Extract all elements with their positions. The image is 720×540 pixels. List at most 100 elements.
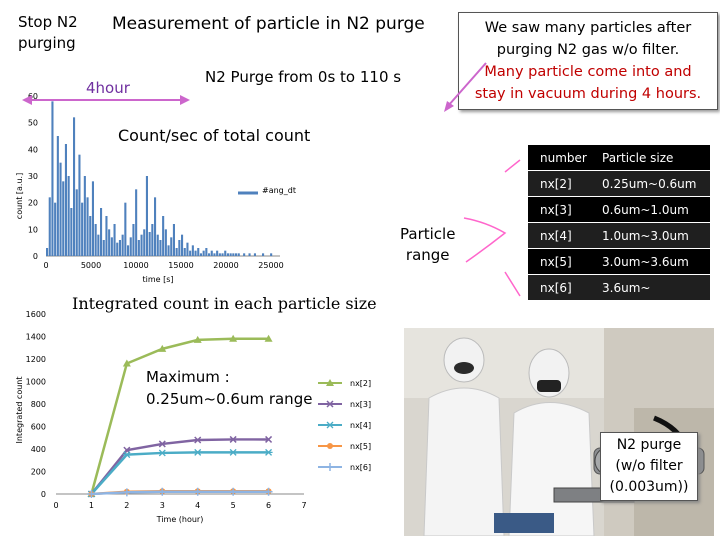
histogram-bar (108, 229, 111, 256)
particle-size-table: number Particle size nx[2] 0.25um~0.6um … (528, 145, 710, 301)
series-marker (193, 448, 202, 456)
histogram-x-tick-label: 10000 (123, 261, 148, 270)
histogram-bar (164, 229, 167, 256)
histogram-bar (148, 232, 151, 256)
histogram-bar (189, 250, 192, 256)
note-pointer-head (444, 101, 454, 112)
particle-range-line2: range (405, 246, 450, 264)
series-marker (264, 487, 273, 496)
histogram-bar (232, 253, 235, 256)
line-chart-axes: 0 200 400 600 800 1000 1200 1400 1600 0 1 2 3 4 5 6 7 Tim… (15, 310, 307, 524)
particle-range-line1: Particle (400, 225, 456, 243)
line-y-tick-label: 400 (31, 445, 46, 454)
maximum-line1: Maximum : (146, 368, 230, 386)
histogram-y-tick-label: 60 (28, 92, 38, 101)
line-x-tick-label: 0 (53, 501, 58, 510)
series-marker (229, 448, 238, 456)
histogram-bar (151, 224, 154, 256)
line-x-tick-label: 2 (124, 501, 129, 510)
series-line-nx[2] (90, 337, 269, 495)
histogram-bar (89, 216, 92, 256)
series-marker (229, 487, 238, 496)
histogram-bar (137, 240, 140, 256)
histogram-x-tick-label: 0 (43, 261, 48, 270)
four-hour-arrow-head (180, 95, 190, 105)
table-row: nx[5] 3.0um~3.6um (528, 248, 710, 275)
histogram-x-axis-label: time [s] (142, 275, 173, 284)
histogram-bar (51, 101, 54, 256)
histogram-bar (145, 176, 148, 256)
histogram-bar (48, 197, 51, 256)
legend-label: nx[5] (350, 442, 371, 451)
purge-duration-label: N2 Purge from 0s to 110 s (205, 68, 402, 86)
line-y-tick-label: 200 (31, 468, 46, 477)
histogram-bar (224, 250, 227, 256)
histogram-bar (270, 253, 273, 256)
table-cell: 3.6um~ (590, 274, 710, 301)
histogram-bar (183, 248, 186, 256)
line-y-tick-label: 0 (41, 490, 46, 499)
table-cell: 0.6um~1.0um (590, 196, 710, 223)
table-cell: 3.0um~3.6um (590, 248, 710, 275)
histogram-bar (83, 176, 86, 256)
histogram-bar (170, 237, 173, 256)
note-line3: Many particle come into and (484, 64, 692, 80)
series-marker (326, 421, 334, 429)
note-line2: purging N2 gas w/o filter. (496, 42, 680, 58)
series-marker (194, 436, 202, 444)
table-cell: nx[3] (528, 196, 590, 223)
series-line-nx[4] (90, 451, 269, 495)
table-cell: nx[2] (528, 170, 590, 197)
four-hour-label: 4hour (86, 79, 130, 97)
histogram-bar (64, 144, 67, 256)
table-row: nx[3] 0.6um~1.0um (528, 196, 710, 223)
series-marker (265, 435, 273, 443)
series-marker (264, 448, 273, 456)
histogram-legend-label: #ang_dt (262, 186, 296, 195)
histogram-bar (100, 208, 103, 256)
series-marker (326, 400, 334, 408)
table-row: nx[6] 3.6um~ (528, 274, 710, 301)
histogram-bar (208, 253, 211, 256)
histogram-bar (175, 248, 178, 256)
n2-note-line2: (w/o filter (615, 458, 683, 474)
line-chart-legend: nx[2] nx[3] nx[4] nx[5] nx[6] (318, 379, 371, 472)
range-bracket-right (504, 159, 521, 297)
histogram-x-tick-label: 15000 (168, 261, 193, 270)
integrated-count-chart: 0 200 400 600 800 1000 1200 1400 1600 0 1 2 3 4 5 6 7 Tim… (15, 310, 371, 524)
note-line4: stay in vacuum during 4 hours. (474, 86, 702, 102)
series-marker (122, 451, 131, 459)
histogram-bar (46, 248, 49, 256)
histogram-bar (56, 136, 59, 256)
line-chart-series (87, 334, 273, 498)
line-x-tick-label: 5 (231, 501, 236, 510)
line-y-tick-label: 600 (31, 423, 46, 432)
histogram-bar (110, 237, 113, 256)
histogram-bar (97, 234, 100, 256)
histogram-bar (159, 240, 162, 256)
line-x-axis-label: Time (hour) (156, 515, 204, 524)
histogram-bar (181, 234, 184, 256)
table-header-number: number (528, 145, 590, 171)
time-histogram-chart: 0 10 20 30 40 50 60 0 5000 10000 15000 20000 25000 ti… (15, 62, 521, 297)
n2-note-line3: (0.003um)) (609, 479, 689, 495)
histogram-bar (237, 253, 240, 256)
line-y-axis-label: Integrated count (15, 376, 24, 443)
histogram-bar (167, 245, 170, 256)
histogram-bar (59, 162, 62, 256)
table-cell: 1.0um~3.0um (590, 222, 710, 249)
series-marker (326, 379, 334, 386)
table-cell: nx[6] (528, 274, 590, 301)
table-header-size: Particle size (590, 145, 710, 171)
series-marker (326, 463, 334, 471)
particle-range-label: Particle range (400, 224, 455, 266)
histogram-bar (124, 202, 127, 256)
note-pointer-line (447, 62, 487, 107)
histogram-y-tick-label: 20 (28, 199, 38, 208)
histogram-x-tick-label: 25000 (258, 261, 283, 270)
histogram-bar (54, 202, 57, 256)
series-line-nx[6] (91, 490, 269, 496)
histogram-y-tick-label: 40 (28, 145, 38, 154)
histogram-bar (235, 253, 238, 256)
histogram-bar (191, 245, 194, 256)
